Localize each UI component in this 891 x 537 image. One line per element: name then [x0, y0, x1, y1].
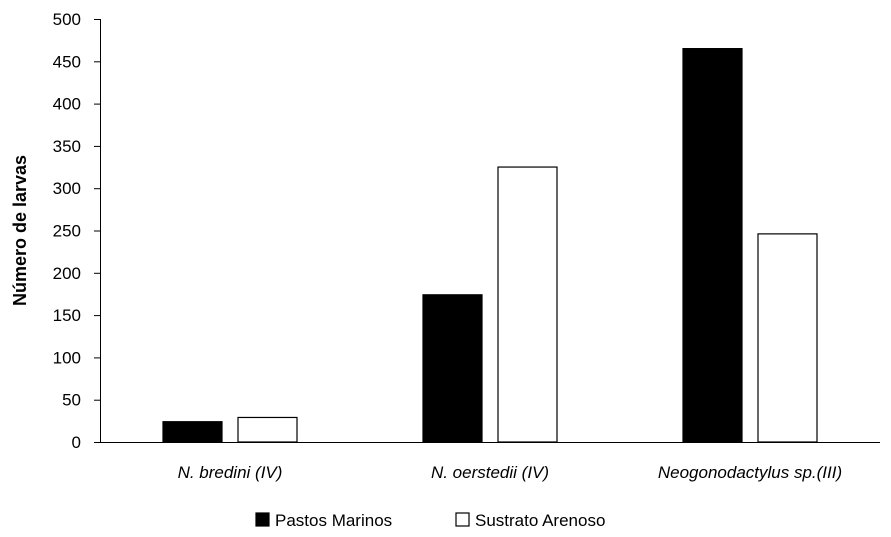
legend-swatch	[455, 512, 470, 527]
x-axis-category-labels: N. bredini (IV) N. oerstedii (IV) Neogonod…	[178, 463, 843, 482]
y-tick-label: 350	[53, 137, 81, 156]
bar-pastos-marinos	[682, 48, 743, 443]
y-tick-label: 0	[72, 433, 81, 452]
bars-group	[162, 48, 818, 443]
y-tick-label: 250	[53, 222, 81, 241]
bar-sustrato-arenoso	[497, 166, 558, 443]
y-tick-label: 500	[53, 10, 81, 29]
y-tick-label: 150	[53, 306, 81, 325]
y-tick-label: 400	[53, 95, 81, 114]
y-tick-label: 200	[53, 264, 81, 283]
bar-pastos-marinos	[162, 421, 223, 443]
bar-sustrato-arenoso	[237, 416, 298, 443]
x-category-label: N. bredini (IV)	[178, 463, 283, 482]
y-tick-label: 300	[53, 179, 81, 198]
y-tick-label: 50	[62, 391, 81, 410]
x-category-label: N. oerstedii (IV)	[431, 463, 549, 482]
legend-label: Pastos Marinos	[275, 511, 392, 530]
bar-sustrato-arenoso	[757, 233, 818, 443]
legend: Pastos Marinos Sustrato Arenoso	[255, 511, 605, 530]
bar-pastos-marinos	[422, 294, 483, 443]
legend-label: Sustrato Arenoso	[475, 511, 605, 530]
x-category-label: Neogonodactylus sp.(III)	[658, 463, 842, 482]
y-axis-label: Número de larvas	[10, 155, 30, 306]
y-tick-label: 450	[53, 52, 81, 71]
legend-swatch	[255, 512, 270, 527]
y-axis-ticks: 0 50 100 150 200 250 300 350 400 450 500	[53, 10, 100, 452]
y-tick-label: 100	[53, 348, 81, 367]
